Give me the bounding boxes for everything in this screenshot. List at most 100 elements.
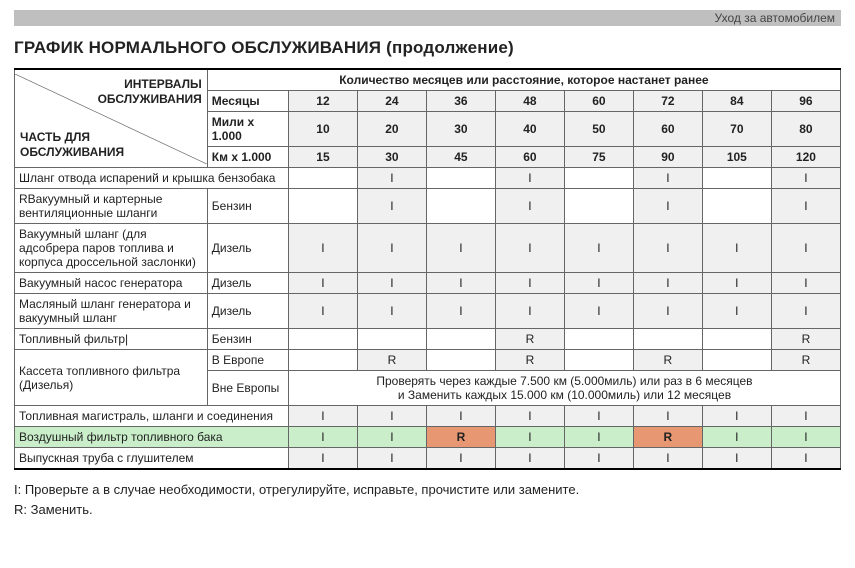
hdr-months-6: 84 (702, 91, 771, 112)
val-cell: I (771, 294, 840, 329)
hdr-miles-4: 50 (564, 112, 633, 147)
val-cell: I (702, 273, 771, 294)
val-cell: I (495, 189, 564, 224)
fuel-cell: Бензин (207, 329, 288, 350)
val-cell: I (564, 294, 633, 329)
legend-i: I: Проверьте а в случае необходимости, о… (14, 480, 841, 500)
val-cell: I (564, 427, 633, 448)
val-cell (702, 329, 771, 350)
val-cell: I (771, 224, 840, 273)
val-cell: I (426, 273, 495, 294)
val-cell (564, 168, 633, 189)
legend-r: R: Заменить. (14, 500, 841, 520)
fuel-cell: В Европе (207, 350, 288, 371)
unit-miles: Мили x 1.000 (207, 112, 288, 147)
val-cell: R (357, 350, 426, 371)
val-cell: I (357, 273, 426, 294)
val-cell: I (633, 273, 702, 294)
val-cell (633, 329, 702, 350)
val-cell: R (633, 427, 702, 448)
val-cell (702, 350, 771, 371)
val-cell: I (288, 406, 357, 427)
hdr-km-0: 15 (288, 147, 357, 168)
hdr-months-3: 48 (495, 91, 564, 112)
val-cell: I (633, 168, 702, 189)
val-cell: I (357, 406, 426, 427)
fuel-cell: Дизель (207, 294, 288, 329)
val-cell: I (495, 273, 564, 294)
hdr-months-7: 96 (771, 91, 840, 112)
val-cell: I (495, 406, 564, 427)
section-header-bar: Уход за автомобилем (14, 10, 841, 26)
val-cell: I (633, 406, 702, 427)
val-cell: I (771, 168, 840, 189)
hdr-miles-1: 20 (357, 112, 426, 147)
val-cell: I (564, 448, 633, 470)
val-cell: I (357, 168, 426, 189)
hdr-months-0: 12 (288, 91, 357, 112)
fuel-cell: Вне Европы (207, 371, 288, 406)
hdr-km-5: 90 (633, 147, 702, 168)
val-cell: I (426, 224, 495, 273)
item-cell: Выпускная труба с глушителем (15, 448, 289, 470)
val-cell: R (495, 329, 564, 350)
val-cell: I (357, 448, 426, 470)
val-cell: I (288, 294, 357, 329)
item-cell: Воздушный фильтр топливного бака (15, 427, 289, 448)
val-cell (288, 350, 357, 371)
note-cell: Проверять через каждые 7.500 км (5.000ми… (288, 371, 840, 406)
fuel-cell: Дизель (207, 224, 288, 273)
val-cell: I (702, 448, 771, 470)
hdr-km-6: 105 (702, 147, 771, 168)
item-cell: Вакуумный насос генератора (15, 273, 208, 294)
val-cell (357, 329, 426, 350)
val-cell: I (495, 448, 564, 470)
val-cell (426, 329, 495, 350)
val-cell (426, 189, 495, 224)
val-cell: I (702, 224, 771, 273)
val-cell: I (495, 168, 564, 189)
val-cell: I (771, 406, 840, 427)
item-cell: RВакуумный и картерные вентиляционные шл… (15, 189, 208, 224)
val-cell: I (495, 294, 564, 329)
corner-cell: ИНТЕРВАЛЫОБСЛУЖИВАНИЯЧАСТЬ ДЛЯОБСЛУЖИВАН… (15, 69, 208, 168)
val-cell: I (633, 224, 702, 273)
legend: I: Проверьте а в случае необходимости, о… (14, 480, 841, 519)
item-cell: Кассета топливного фильтра (Дизелья) (15, 350, 208, 406)
val-cell (426, 350, 495, 371)
item-cell: Масляный шланг генератора и вакуумный шл… (15, 294, 208, 329)
item-cell: Вакуумный шланг (для адсобрера паров топ… (15, 224, 208, 273)
val-cell: I (771, 273, 840, 294)
val-cell: I (564, 273, 633, 294)
val-cell (288, 168, 357, 189)
hdr-miles-7: 80 (771, 112, 840, 147)
hdr-months-1: 24 (357, 91, 426, 112)
val-cell: I (633, 294, 702, 329)
val-cell (426, 168, 495, 189)
val-cell (288, 329, 357, 350)
item-cell: Топливный фильтр| (15, 329, 208, 350)
val-cell: I (288, 224, 357, 273)
hdr-miles-3: 40 (495, 112, 564, 147)
hdr-miles-6: 70 (702, 112, 771, 147)
val-cell (564, 189, 633, 224)
hdr-miles-5: 60 (633, 112, 702, 147)
hdr-km-1: 30 (357, 147, 426, 168)
val-cell: R (633, 350, 702, 371)
val-cell: I (771, 448, 840, 470)
val-cell: I (633, 448, 702, 470)
val-cell: I (357, 189, 426, 224)
val-cell (564, 329, 633, 350)
val-cell (702, 168, 771, 189)
val-cell: R (495, 350, 564, 371)
val-cell (288, 189, 357, 224)
val-cell: I (495, 224, 564, 273)
hdr-months-5: 72 (633, 91, 702, 112)
fuel-cell: Дизель (207, 273, 288, 294)
val-cell: I (426, 406, 495, 427)
hdr-km-3: 60 (495, 147, 564, 168)
item-cell: Топливная магистраль, шланги и соединени… (15, 406, 289, 427)
page-title: ГРАФИК НОРМАЛЬНОГО ОБСЛУЖИВАНИЯ (продолж… (14, 38, 841, 58)
val-cell: I (771, 189, 840, 224)
unit-km: Км x 1.000 (207, 147, 288, 168)
